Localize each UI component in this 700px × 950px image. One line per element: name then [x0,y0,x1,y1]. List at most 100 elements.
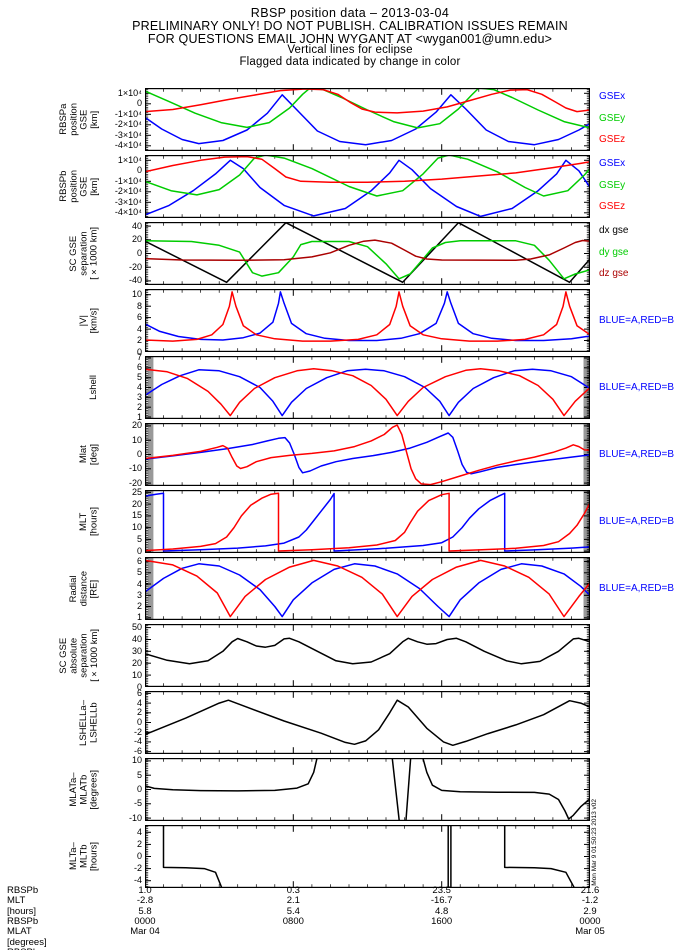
y-tick-label: 50 [131,622,142,633]
y-tick-label: 5 [136,567,142,578]
y-tick-label: 20 [131,234,142,245]
footer-tick-value: -16.7 [430,895,453,907]
footer-axis-label: [degrees] [7,936,47,948]
y-tick-label: 40 [131,633,142,644]
y-tick-label: -3×10⁴ [114,129,142,140]
y-tick-label: 3 [136,589,142,600]
y-tick-label: 5 [136,533,142,544]
y-tick-label: 4 [136,323,142,334]
legend-sc-gse-separation-2: dz gse [599,268,629,279]
footer-tick-value: 4.8 [435,905,449,917]
y-tick-label: 0 [136,545,142,556]
y-tick-label: 2 [136,335,142,346]
panel-mlat-difference [144,757,591,822]
y-axis-title-sc-gse-separation: SC GSE separation [×1000 km] [67,227,100,280]
y-tick-label: 5 [136,769,142,780]
y-tick-label: 10 [131,434,142,445]
y-tick-label: 0 [136,717,142,727]
legend-rbspb-position-gse-0: GSEx [599,158,626,169]
footer-tick-value: 0.3 [286,885,300,896]
panel-lshell [144,355,591,420]
footer-tick-value: 23.5 [432,885,451,896]
y-tick-label: 1×10⁴ [117,87,142,98]
y-tick-label: 0 [136,165,142,176]
panel-lshell-difference [144,690,591,755]
y-tick-label: 20 [131,657,142,668]
panel-mlt-difference [144,824,591,889]
y-tick-label: 10 [131,669,142,680]
y-tick-label: 2 [136,401,142,412]
y-tick-label: 2 [136,838,142,849]
legend-rbspa-position-gse-0: GSEx [599,91,626,102]
y-tick-label: -20 [128,477,142,488]
y-tick-label: -4×10⁴ [114,207,142,218]
panel-radial-distance [144,556,591,621]
y-tick-label: 5 [136,372,142,383]
footer-tick-value: 0800 [282,915,304,927]
y-tick-label: -2×10⁴ [114,119,142,130]
y-tick-label: -3×10⁴ [114,196,142,207]
footer-tick-value: 21.6 [580,885,600,896]
y-axis-title-lshell: Lshell [87,375,99,400]
contact-line: FOR QUESTIONS EMAIL JOHN WYGANT AT <wyga… [147,31,553,46]
y-tick-label: 0 [136,248,142,258]
y-tick-label: 4 [136,578,142,589]
y-tick-label: 0 [136,449,142,459]
y-tick-label: 20 [131,420,142,431]
legend-rbspa-position-gse-2: GSEz [599,134,626,145]
y-tick-label: 4 [136,382,142,392]
panel-sc-gse-absolute-separation [144,623,591,688]
y-tick-label: -1×10⁴ [114,175,142,186]
y-axis-title-rbspa-position-gse: RBSPa position GSE [km] [57,103,100,136]
y-tick-label: 8 [136,300,142,311]
legend-radial-distance-0: BLUE=A,RED=B [599,582,675,594]
legend-mlat-0: BLUE=A,RED=B [599,448,675,460]
y-tick-label: -6 [133,746,142,757]
y-tick-label: -10 [128,812,142,823]
y-tick-label: 6 [136,687,142,698]
title-block: RBSP position data – 2013-03-04 PRELIMIN… [0,7,700,69]
preliminary-warning: PRELIMINARY ONLY! DO NOT PUBLISH. CALIBR… [132,18,568,33]
footer-tick-value: 5.4 [286,905,300,917]
footer-axis-label: MLAT [7,926,32,938]
footer-tick-value: 1600 [431,915,453,927]
y-tick-label: -10 [128,463,142,474]
eclipse-note: Vertical lines for eclipse [287,44,413,57]
y-tick-label: 6 [136,362,142,373]
footer-tick-value: 5.8 [138,905,152,917]
y-axis-title-mlt: MLT [hours] [77,506,99,537]
y-tick-label: 10 [131,289,142,300]
panel-mlt [144,489,591,554]
flagged-note: Flagged data indicated by change in colo… [239,55,461,68]
y-tick-label: -40 [128,275,142,286]
y-tick-label: 10 [131,522,142,533]
y-axis-title-mlat: Mlat [deg] [77,443,99,466]
y-tick-label: 30 [131,645,142,656]
y-axis-title-sc-gse-absolute-separation: SC GSE absolute separation [×1000 km] [57,629,100,682]
y-tick-label: 2 [136,601,142,611]
y-tick-label: -2 [133,863,142,874]
y-tick-label: 25 [131,486,142,497]
panel-mlat [144,422,591,487]
legend-lshell-0: BLUE=A,RED=B [599,381,675,393]
y-tick-label: 0 [136,851,142,861]
y-tick-label: 1×10⁴ [117,154,142,165]
y-axis-title-rbspb-position-gse: RBSPb position GSE [km] [57,170,100,203]
y-tick-label: 6 [136,312,142,323]
footer-tick-value: -1.2 [581,895,599,907]
plot-title: RBSP position data – 2013-03-04 [250,6,450,20]
legend-rbspb-position-gse-1: GSEy [599,179,626,191]
legend-sc-gse-separation-1: dy gse [599,246,629,258]
y-tick-label: -4 [133,736,142,747]
y-tick-label: 4 [136,697,142,708]
legend-mlt-0: BLUE=A,RED=B [599,515,675,527]
footer-axis-label: RBSPb [7,947,38,950]
panel-rbspa-position-gse [144,87,591,152]
footer-tick-value: 0000 [579,915,601,927]
legend-rbspb-position-gse-2: GSEz [599,201,626,212]
y-tick-label: -2 [133,726,142,737]
y-axis-title-mlt-difference: MLTa– MLTb [hours] [67,841,100,872]
legend-sc-gse-separation-0: dx gse [599,225,629,236]
footer-tick-value: Mar 04 [130,926,160,938]
legend-velocity-magnitude-0: BLUE=A,RED=B [599,314,675,326]
